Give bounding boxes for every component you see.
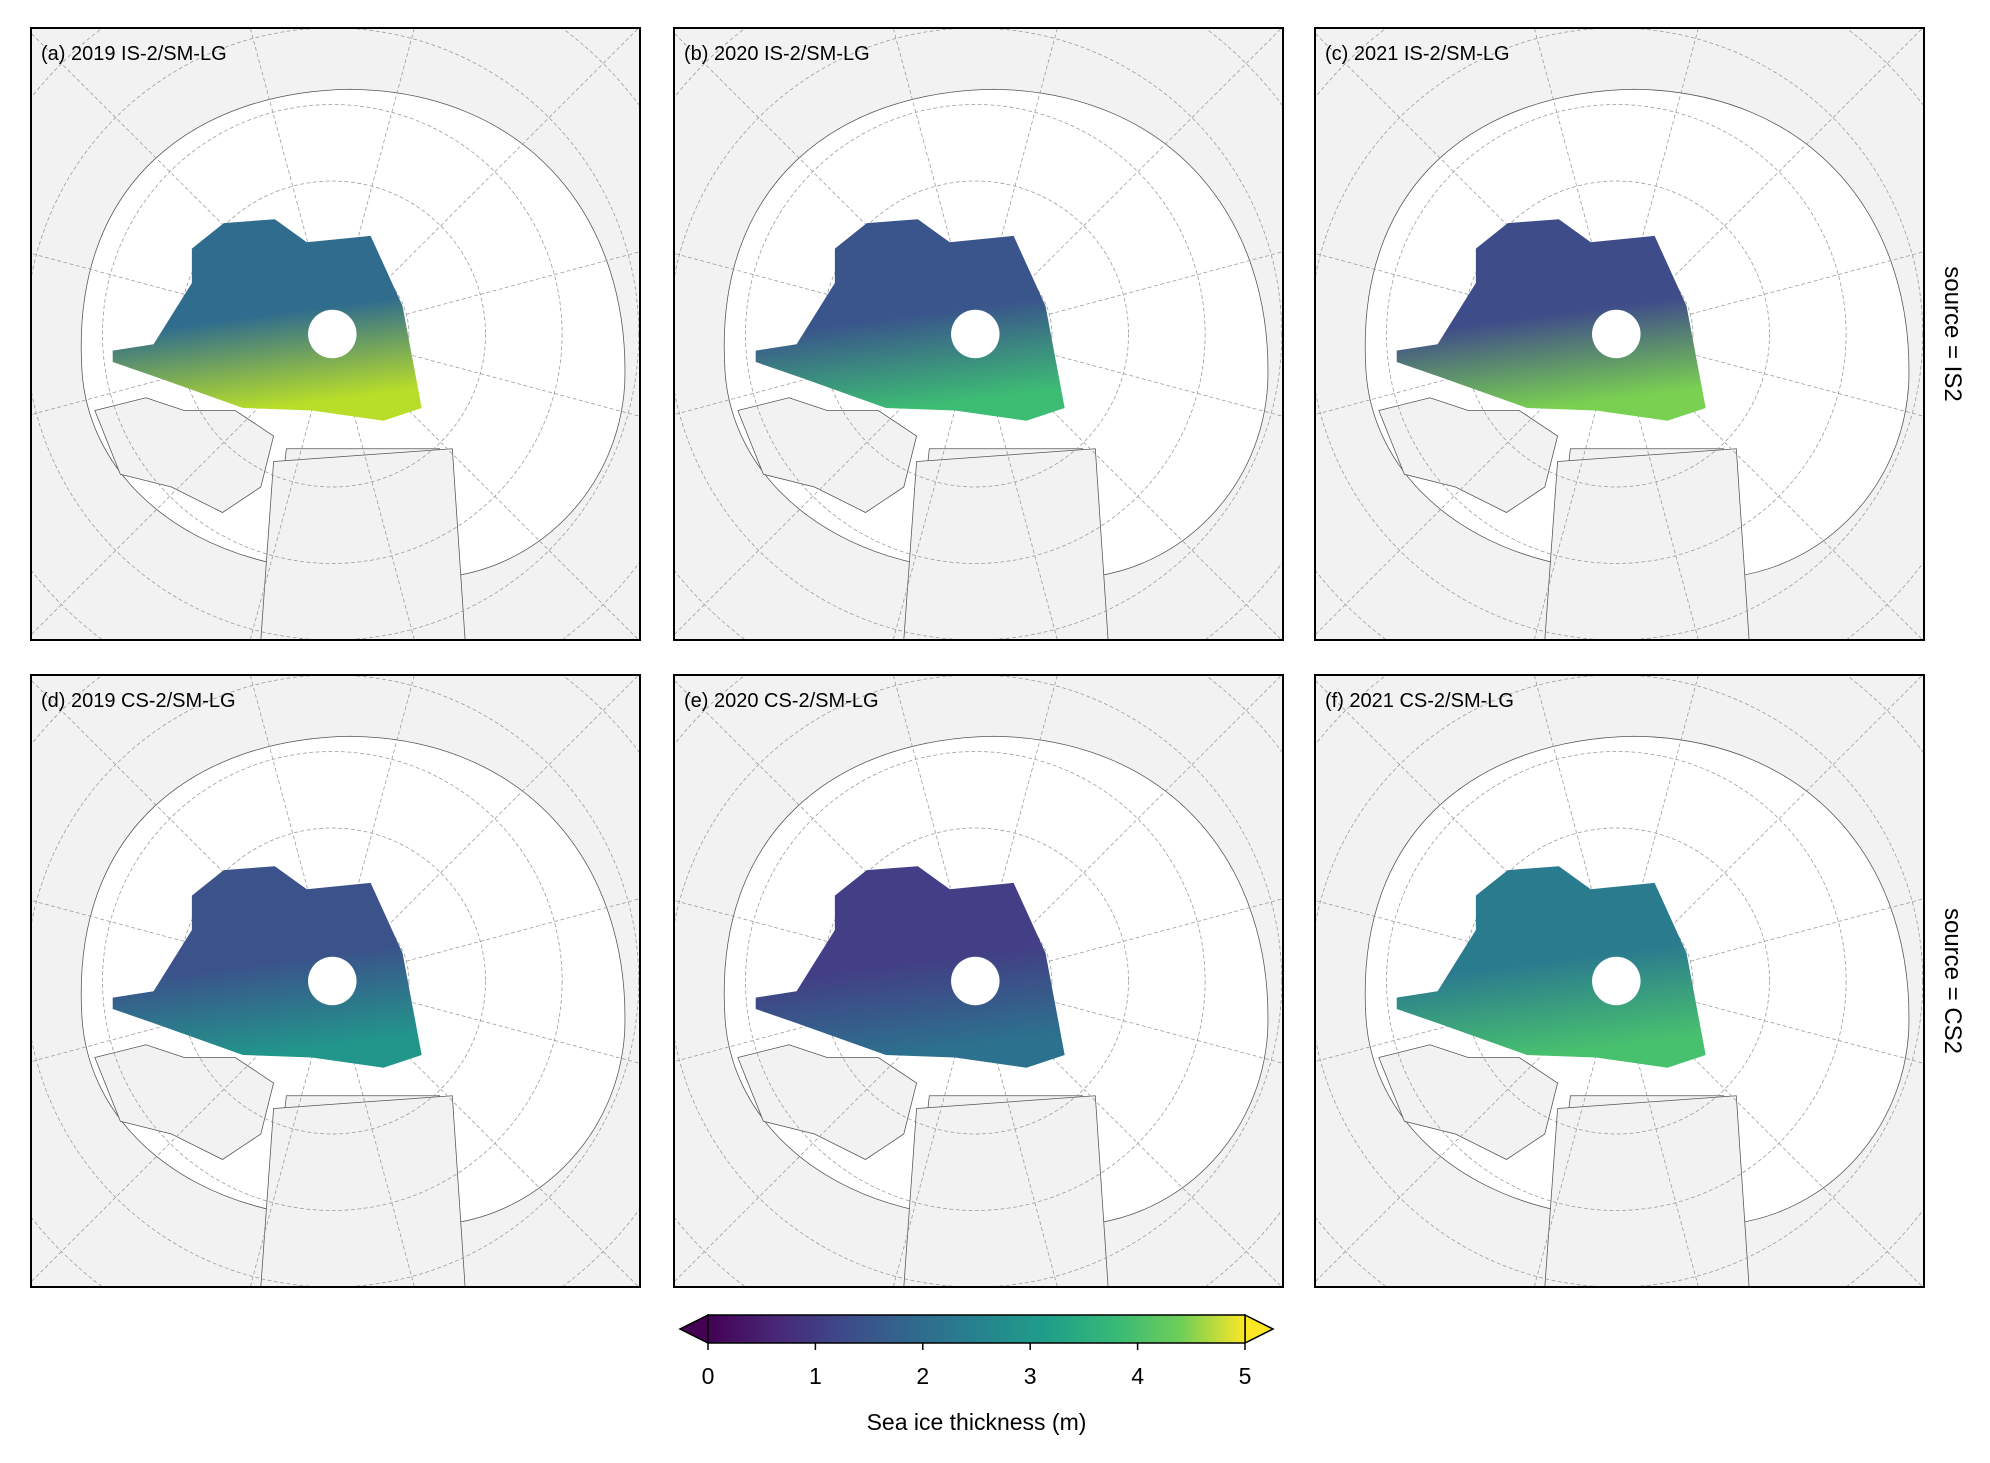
archipelago: [1378, 1044, 1559, 1160]
latitude-line: [1386, 104, 1847, 564]
colorbar-extend-high: [1244, 1313, 1275, 1345]
greenland: [1544, 448, 1750, 640]
meridian-line: [1533, 333, 1617, 640]
latitude-line: [31, 28, 640, 640]
panel-frame: [30, 674, 641, 1288]
map-panel: [31, 675, 640, 1287]
map-panel: [31, 28, 640, 640]
panel-title: (d) 2019 CS-2/SM-LG: [41, 690, 236, 712]
meridian-line: [332, 898, 640, 982]
meridian-line: [1616, 898, 1924, 982]
pole-hole: [1592, 309, 1641, 359]
meridian-line: [1616, 251, 1924, 335]
archipelago: [737, 397, 918, 513]
colorbar-tick-label: 4: [1131, 1363, 1144, 1389]
latitude-line: [745, 751, 1206, 1211]
sea-ice: [1396, 219, 1706, 421]
meridian-line: [1616, 28, 1924, 335]
row-label: source = IS2: [1939, 266, 1966, 401]
archipelago: [94, 397, 275, 513]
panel-frame: [673, 27, 1284, 641]
panel-title: (e) 2020 CS-2/SM-LG: [684, 690, 879, 712]
latitude-line: [1386, 751, 1847, 1211]
meridian-line: [332, 333, 640, 417]
meridian-line: [249, 980, 333, 1287]
greenland: [903, 448, 1109, 640]
panel-title: (c) 2021 IS-2/SM-LG: [1325, 43, 1510, 65]
panel-title: (a) 2019 IS-2/SM-LG: [41, 43, 227, 65]
archipelago: [1378, 397, 1559, 513]
pole-hole: [308, 309, 357, 359]
sea-ice: [112, 219, 422, 421]
pole-hole: [1592, 956, 1641, 1006]
colorbar-tick-label: 3: [1024, 1363, 1037, 1389]
meridian-line: [332, 251, 640, 335]
meridian-line: [975, 675, 1283, 982]
row-label: source = CS2: [1939, 908, 1966, 1054]
greenland: [260, 1095, 466, 1287]
meridian-line: [1616, 980, 1924, 1064]
colorbar-label: Sea ice thickness (m): [867, 1409, 1087, 1435]
sea-ice: [1396, 866, 1706, 1068]
meridian-line: [892, 333, 976, 640]
greenland: [903, 1095, 1109, 1287]
meridian-line: [1533, 980, 1617, 1287]
greenland: [260, 448, 466, 640]
pole-hole: [951, 956, 1000, 1006]
archipelago: [94, 1044, 275, 1160]
panel-title: (f) 2021 CS-2/SM-LG: [1325, 690, 1514, 712]
map-panel: [674, 28, 1283, 640]
colorbar-extend-low: [678, 1313, 709, 1345]
meridian-line: [249, 333, 333, 640]
map-panel: [1315, 28, 1924, 640]
latitude-line: [674, 675, 1283, 1287]
colorbar: [707, 1314, 1246, 1344]
meridian-line: [332, 675, 640, 982]
meridian-line: [975, 980, 1283, 1064]
latitude-line: [102, 104, 563, 564]
meridian-line: [975, 251, 1283, 335]
latitude-line: [1315, 28, 1924, 640]
archipelago: [737, 1044, 918, 1160]
greenland: [1544, 1095, 1750, 1287]
pole-hole: [951, 309, 1000, 359]
latitude-line: [102, 751, 563, 1211]
latitude-line: [674, 28, 1283, 640]
colorbar-tick-label: 1: [809, 1363, 822, 1389]
meridian-line: [1616, 675, 1924, 982]
sea-ice: [112, 866, 422, 1068]
meridian-line: [1616, 333, 1924, 417]
colorbar-tick-label: 2: [916, 1363, 929, 1389]
meridian-line: [892, 980, 976, 1287]
meridian-line: [975, 28, 1283, 335]
colorbar-tick-label: 5: [1239, 1363, 1252, 1389]
latitude-line: [1315, 675, 1924, 1287]
panel-title: (b) 2020 IS-2/SM-LG: [684, 43, 870, 65]
meridian-line: [332, 28, 640, 335]
map-panel: [1315, 675, 1924, 1287]
sea-ice: [755, 866, 1065, 1068]
colorbar-tick-label: 0: [702, 1363, 715, 1389]
panel-frame: [1314, 27, 1925, 641]
panel-frame: [673, 674, 1284, 1288]
meridian-line: [975, 333, 1283, 417]
panel-frame: [30, 27, 641, 641]
sea-ice: [755, 219, 1065, 421]
meridian-line: [975, 898, 1283, 982]
latitude-line: [745, 104, 1206, 564]
meridian-line: [332, 980, 640, 1064]
latitude-line: [31, 675, 640, 1287]
pole-hole: [308, 956, 357, 1006]
panel-frame: [1314, 674, 1925, 1288]
map-panel: [674, 675, 1283, 1287]
